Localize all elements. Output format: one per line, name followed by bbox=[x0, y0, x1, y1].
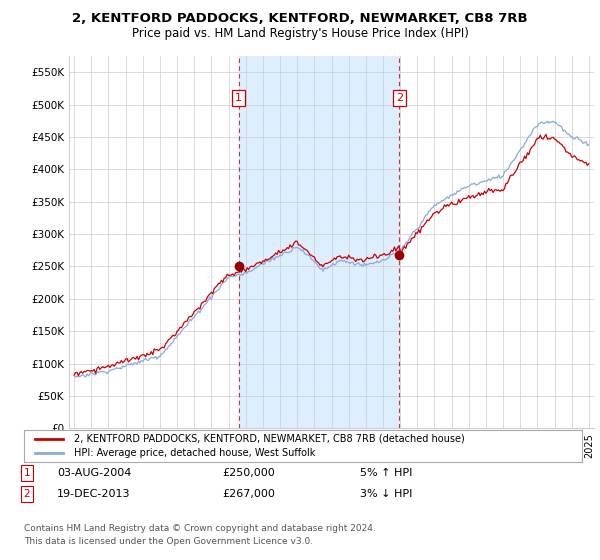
Text: 2, KENTFORD PADDOCKS, KENTFORD, NEWMARKET, CB8 7RB (detached house): 2, KENTFORD PADDOCKS, KENTFORD, NEWMARKE… bbox=[74, 433, 465, 444]
Text: 2: 2 bbox=[23, 489, 31, 499]
Text: 1: 1 bbox=[235, 93, 242, 103]
Text: Price paid vs. HM Land Registry's House Price Index (HPI): Price paid vs. HM Land Registry's House … bbox=[131, 27, 469, 40]
Bar bbox=[239, 56, 400, 428]
Text: £250,000: £250,000 bbox=[222, 468, 275, 478]
Text: 3% ↓ HPI: 3% ↓ HPI bbox=[360, 489, 412, 499]
Text: 1: 1 bbox=[23, 468, 31, 478]
Text: 5% ↑ HPI: 5% ↑ HPI bbox=[360, 468, 412, 478]
Text: 19-DEC-2013: 19-DEC-2013 bbox=[57, 489, 131, 499]
Text: £267,000: £267,000 bbox=[222, 489, 275, 499]
Text: 2: 2 bbox=[396, 93, 403, 103]
Text: 2, KENTFORD PADDOCKS, KENTFORD, NEWMARKET, CB8 7RB: 2, KENTFORD PADDOCKS, KENTFORD, NEWMARKE… bbox=[72, 12, 528, 25]
Text: Contains HM Land Registry data © Crown copyright and database right 2024.: Contains HM Land Registry data © Crown c… bbox=[24, 524, 376, 533]
Text: 03-AUG-2004: 03-AUG-2004 bbox=[57, 468, 131, 478]
Text: This data is licensed under the Open Government Licence v3.0.: This data is licensed under the Open Gov… bbox=[24, 538, 313, 547]
Text: HPI: Average price, detached house, West Suffolk: HPI: Average price, detached house, West… bbox=[74, 448, 316, 458]
